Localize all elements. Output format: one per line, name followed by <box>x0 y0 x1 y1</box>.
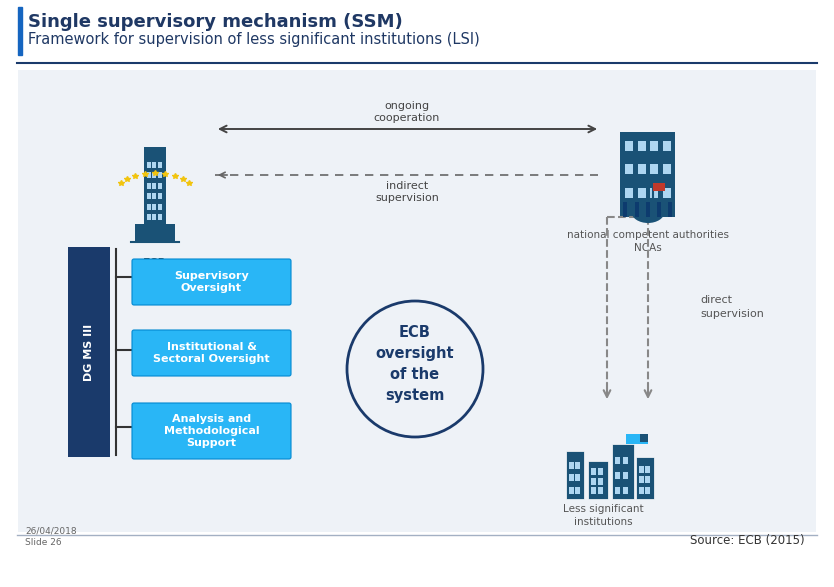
Bar <box>158 214 162 220</box>
Bar <box>651 164 658 174</box>
Bar <box>636 457 654 499</box>
Bar <box>623 457 628 464</box>
Bar <box>591 478 596 485</box>
Bar <box>615 487 620 494</box>
Bar <box>623 487 628 494</box>
Text: Institutional &
Sectoral Oversight: Institutional & Sectoral Oversight <box>153 342 270 364</box>
Bar <box>651 140 658 150</box>
Bar <box>153 161 156 167</box>
Bar <box>591 468 596 475</box>
Bar <box>626 140 633 150</box>
Bar <box>620 132 676 217</box>
Bar <box>639 487 644 494</box>
Bar <box>638 140 646 150</box>
Text: Framework for supervision of less significant institutions (LSI): Framework for supervision of less signif… <box>28 32 480 47</box>
Text: ECB
oversight
of the
system: ECB oversight of the system <box>375 325 455 403</box>
Ellipse shape <box>631 201 665 223</box>
Bar <box>638 164 646 174</box>
Bar <box>623 472 628 479</box>
Bar <box>626 434 648 444</box>
Bar <box>569 487 574 494</box>
Bar <box>663 164 671 174</box>
Bar <box>626 164 633 174</box>
Text: ECB: ECB <box>143 257 167 270</box>
Bar <box>569 461 574 468</box>
Bar <box>153 172 156 178</box>
Bar <box>158 183 162 188</box>
Bar <box>626 188 633 198</box>
FancyBboxPatch shape <box>132 403 291 459</box>
Bar <box>153 193 156 199</box>
Bar <box>663 188 671 198</box>
Bar <box>575 487 580 494</box>
Bar <box>158 204 162 210</box>
Bar <box>653 183 665 191</box>
Text: Less significant
institutions: Less significant institutions <box>563 504 643 527</box>
Bar <box>657 202 661 217</box>
Bar <box>612 444 634 499</box>
Text: Source: ECB (2015): Source: ECB (2015) <box>691 534 805 547</box>
Bar <box>144 147 166 232</box>
Bar <box>147 161 151 167</box>
Bar <box>598 468 603 475</box>
Bar <box>598 487 603 494</box>
Bar <box>669 202 672 217</box>
Bar <box>598 478 603 485</box>
Bar <box>645 487 650 494</box>
FancyBboxPatch shape <box>132 330 291 376</box>
Bar <box>153 183 156 188</box>
Bar <box>663 140 671 150</box>
Text: Single supervisory mechanism (SSM): Single supervisory mechanism (SSM) <box>28 13 403 31</box>
Text: Supervisory
Oversight: Supervisory Oversight <box>174 271 249 293</box>
Bar <box>147 214 151 220</box>
Bar <box>147 172 151 178</box>
Bar <box>158 193 162 199</box>
FancyBboxPatch shape <box>132 259 291 305</box>
Bar <box>635 202 639 217</box>
Bar <box>158 161 162 167</box>
Bar <box>645 476 650 483</box>
Text: ongoing
cooperation: ongoing cooperation <box>374 100 440 123</box>
Bar <box>147 204 151 210</box>
Bar <box>68 247 110 457</box>
Text: direct
supervision: direct supervision <box>700 295 764 319</box>
Bar <box>153 204 156 210</box>
Bar <box>615 457 620 464</box>
Bar <box>588 461 608 499</box>
Text: indirect
supervision: indirect supervision <box>375 181 439 204</box>
Bar <box>591 487 596 494</box>
Bar <box>575 461 580 468</box>
Bar <box>147 183 151 188</box>
Text: DG MS III: DG MS III <box>84 323 94 380</box>
Text: national competent authorities
NCAs: national competent authorities NCAs <box>567 230 729 253</box>
Bar <box>569 474 574 481</box>
Bar <box>638 188 646 198</box>
Bar <box>615 472 620 479</box>
Bar <box>158 172 162 178</box>
Bar <box>135 224 175 242</box>
Bar <box>153 214 156 220</box>
Bar <box>639 476 644 483</box>
Bar <box>646 202 650 217</box>
Bar <box>639 465 644 473</box>
Bar <box>624 202 627 217</box>
Bar <box>640 434 648 442</box>
Bar <box>575 474 580 481</box>
Bar <box>566 451 584 499</box>
Bar <box>651 188 658 198</box>
Bar <box>147 193 151 199</box>
Text: Analysis and
Methodological
Support: Analysis and Methodological Support <box>163 414 259 448</box>
Bar <box>18 70 816 532</box>
Bar <box>18 7 22 55</box>
Bar <box>645 465 650 473</box>
Text: 26/04/2018
Slide 26: 26/04/2018 Slide 26 <box>25 527 77 547</box>
